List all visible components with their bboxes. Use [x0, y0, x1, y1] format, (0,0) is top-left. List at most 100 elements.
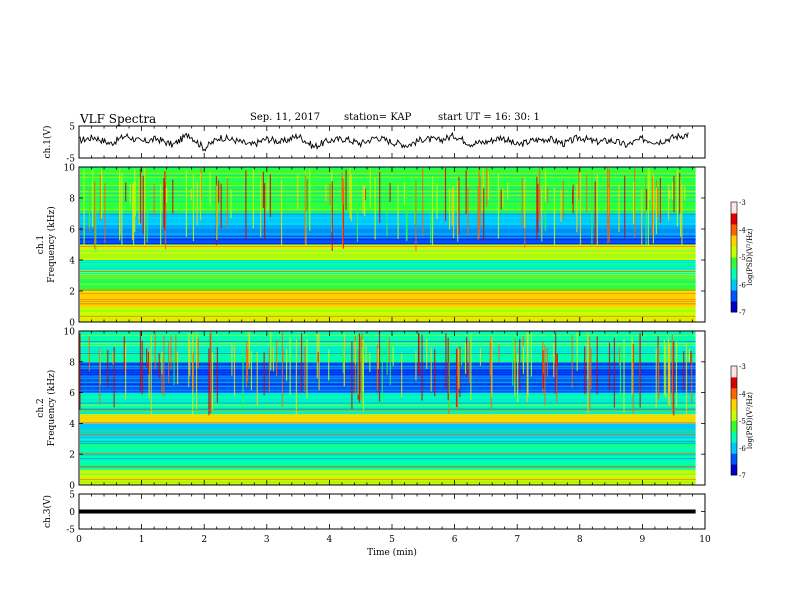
ch2-spectrogram-band-line [80, 456, 696, 458]
ch2-spectrogram-sferic [192, 352, 194, 390]
ch1-spectrogram-sferic [218, 180, 220, 203]
ch2-spectrogram-band-line [80, 423, 696, 425]
ch2-spectrogram-band-line [80, 473, 696, 475]
ch1-spectrogram-sferic [676, 169, 679, 227]
ch1-spectrogram-colorbar-cell [731, 310, 737, 313]
x-tick-label: 7 [514, 535, 520, 545]
ch2-spectrogram-colorbar-cell [731, 391, 737, 394]
ch2-spectrogram-sferic [328, 349, 330, 381]
ch2-spectrogram-sferic [460, 345, 463, 366]
ch2-spectrogram-band-line [80, 440, 696, 442]
ch1-spectrogram-band-line [80, 266, 696, 267]
ch2-spectrogram-colorbar-cell [731, 400, 737, 403]
ch2-spectrogram-sferic [146, 348, 148, 368]
ch2-spectrogram-band-line [80, 361, 696, 362]
ch1-spectrogram-sferic [260, 179, 262, 237]
ch1-spectrogram-colorbar-cell [731, 290, 737, 293]
ch2-spectrogram-sferic [530, 332, 533, 377]
ch2-spectrogram-sferic [285, 348, 288, 381]
ch2-spectrogram-sferic [388, 337, 390, 362]
ch1-spectrogram-sferic [304, 175, 306, 243]
ch1-spectrogram-sferic [591, 168, 593, 244]
ch1-spectrogram-sferic [562, 180, 564, 219]
ch2-spectrogram-sferic [158, 353, 160, 379]
ch2-spectrogram-sferic [445, 333, 447, 389]
ch1-spectrogram-band-line [80, 320, 696, 322]
ch1-spectrogram-colorbar-cell [731, 209, 737, 212]
ch1-spectrogram-sferic [667, 183, 670, 221]
ch2-spectrogram-band-line [80, 422, 696, 424]
ch2-spectrogram-sferic [246, 348, 249, 382]
ch2-spectrogram-colorbar-cell [731, 402, 737, 405]
ch2-spectrogram-band-line [80, 481, 696, 483]
ch1-spectrogram-colorbar-cell [731, 233, 737, 236]
ch1-spectrogram-colorbar-cell [731, 301, 737, 304]
ch2-spectrogram-band-line [80, 402, 696, 404]
date-label: Sep. 11, 2017 [250, 112, 321, 123]
ch2-spectrogram-sferic [275, 339, 278, 377]
x-tick-label: 5 [389, 535, 395, 545]
ch1-spectrogram-colorbar-cell [731, 268, 737, 271]
ch1-spectrogram-sferic [362, 184, 364, 214]
ch1-spectrogram-sferic [507, 182, 509, 200]
ch1-spectrogram-sferic [422, 168, 424, 237]
ch2-spectrogram-sferic [517, 353, 519, 403]
ch2-spectrogram-sferic [489, 342, 491, 376]
ch2-spectrogram-sferic [306, 338, 308, 399]
ch1-spectrogram-sferic [497, 173, 500, 239]
ch1-spectrogram-sferic [498, 183, 500, 213]
ch1-spectrogram-sferic [444, 167, 447, 221]
ch2-spectrogram-band-line [80, 367, 696, 369]
x-tick-label: 10 [699, 535, 711, 545]
ch2-spectrogram-colorbar-cell [731, 380, 737, 383]
ch2-spectrogram-band-line [80, 371, 696, 373]
ch2-spectrogram-band-line [80, 429, 696, 431]
ch1-spectrogram-colorbar-cell [731, 279, 737, 282]
ch1-spectrogram-band-line [80, 179, 696, 180]
ch2-spectrogram-band-line [80, 387, 696, 389]
ch2-spectrogram-band-line [80, 469, 696, 471]
ch2-spectrogram-colorbar-cell [731, 425, 737, 429]
ch1-spectrogram-band-line [80, 260, 696, 261]
ch2-spectrogram-sferic [589, 336, 591, 411]
ch2-spectrogram-sferic [491, 336, 493, 398]
ch1-spectrogram-colorbar-cell [731, 306, 737, 309]
ch1-spectrogram-sferic [267, 178, 269, 212]
ch1-spectrogram-sferic [465, 170, 467, 215]
ch2-spectrogram-band-line [80, 477, 696, 479]
ch1-spectrogram-sferic [634, 168, 636, 238]
ch2-spectrogram-band-line [80, 450, 696, 452]
ch1-spectrogram-colorbar-cell [731, 246, 737, 249]
y-tick-label: 8 [69, 358, 75, 368]
ch2-spectrogram-sferic [173, 348, 175, 385]
ch1-spectrogram-sferic [467, 187, 469, 236]
ch1-spectrogram-sferic [594, 181, 596, 244]
ch1-spectrogram-sferic [153, 183, 155, 218]
ch1-spectrogram-band-line [80, 169, 696, 170]
ch2-spectrogram-sferic [376, 344, 378, 390]
ch2-spectrogram-colorbar-cell [731, 440, 737, 443]
ch2-spectrogram-sferic [587, 343, 589, 414]
ch2-spectrogram-sferic [256, 351, 258, 406]
ch2-spectrogram-band-line [80, 442, 696, 444]
ch2-spectrogram-sferic [468, 340, 471, 383]
ch2-spectrogram-sferic [362, 338, 364, 393]
y-tick-label: 0 [69, 508, 75, 518]
ch2-spectrogram-sferic [369, 352, 371, 373]
ch1-spectrogram-ylabel: ch.1 [36, 235, 46, 254]
ch2-spectrogram-colorbar-cell [731, 435, 737, 438]
ch1-spectrogram-colorbar-cell [731, 260, 737, 263]
ch2-spectrogram-sferic [365, 344, 367, 364]
ch2-spectrogram-colorbar-cell [731, 409, 737, 412]
start-time-label: start UT = 16: 30: 1 [438, 112, 540, 123]
ch1-spectrogram-sferic [624, 175, 626, 239]
ch1-spectrogram-band-line [80, 295, 696, 296]
ch1-spectrogram-band-line [80, 197, 696, 198]
ch1-spectrogram-sferic [586, 174, 588, 213]
ch2-spectrogram-sferic [688, 349, 691, 363]
ch2-spectrogram-sferic [123, 336, 125, 373]
ch2-spectrogram-sferic [248, 331, 250, 369]
y-tick-label: 8 [69, 195, 75, 205]
x-tick-label: 0 [76, 535, 82, 545]
ch2-spectrogram-sferic [175, 334, 177, 363]
